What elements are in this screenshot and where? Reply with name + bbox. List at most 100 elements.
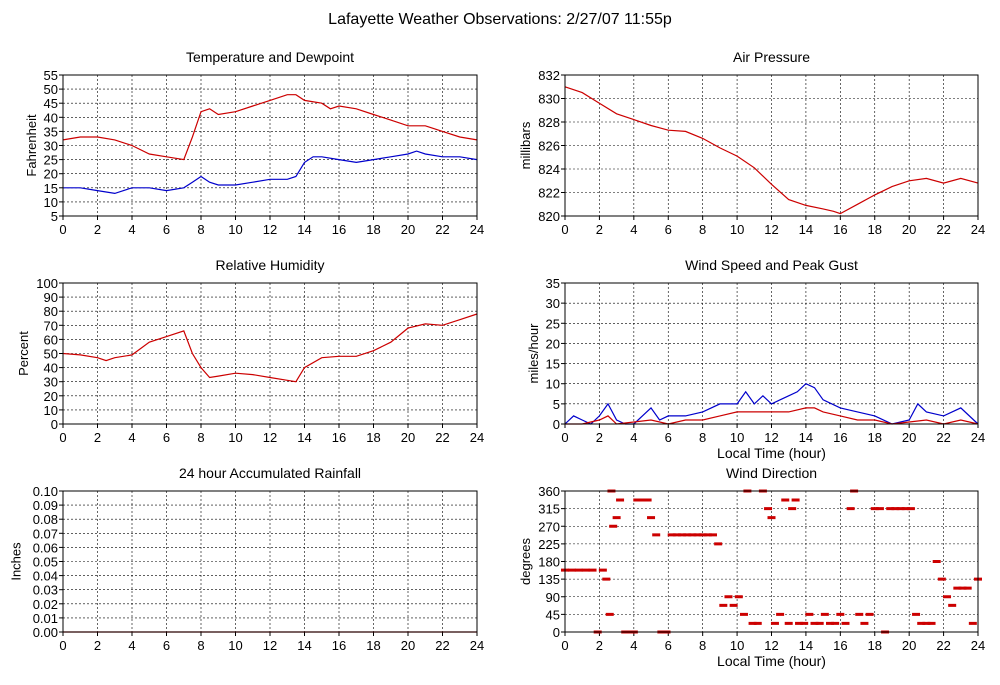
direction-xtick-label: 0 — [561, 638, 568, 653]
temp-xtick-label: 24 — [470, 222, 484, 237]
wind-plot-frame — [564, 282, 979, 425]
pressure-ytick-label: 824 — [538, 162, 560, 177]
rain-ytick-label: 0.03 — [33, 583, 58, 598]
humidity-xtick-label: 6 — [163, 430, 170, 445]
rain-xtick-label: 0 — [59, 638, 66, 653]
wind-ytick-label: 5 — [553, 397, 560, 412]
direction-point — [748, 621, 757, 625]
temp-ytick-label: 40 — [44, 110, 58, 125]
direction-xtick-label: 12 — [764, 638, 778, 653]
direction-point — [791, 498, 800, 502]
temp-series-1-line — [63, 150, 478, 195]
wind-xtick-label: 2 — [596, 430, 603, 445]
direction-ytick-label: 225 — [538, 537, 560, 552]
wind-xtick-label: 12 — [764, 430, 778, 445]
pressure-xtick-label: 20 — [902, 222, 916, 237]
humidity-xtick-label: 8 — [197, 430, 204, 445]
direction-xtick-label: 22 — [936, 638, 950, 653]
direction-point — [875, 507, 884, 511]
rain-xtick-label: 14 — [297, 638, 311, 653]
rain-xtick-label: 16 — [332, 638, 346, 653]
direction-point — [724, 595, 733, 599]
humidity-title: Relative Humidity — [216, 257, 325, 273]
direction-point — [968, 621, 977, 625]
direction-point — [598, 568, 607, 572]
wind-ytick-label: 25 — [546, 316, 560, 331]
direction-point — [753, 621, 762, 625]
temp-ytick-label: 20 — [44, 167, 58, 182]
direction-point — [688, 533, 697, 537]
humidity-ytick-label: 90 — [44, 290, 58, 305]
direction-point — [841, 621, 850, 625]
direction-point — [693, 533, 702, 537]
rain-xtick-label: 24 — [470, 638, 484, 653]
direction-point — [764, 507, 773, 511]
direction-point — [815, 621, 824, 625]
direction-point — [698, 533, 707, 537]
humidity-ytick-label: 50 — [44, 347, 58, 362]
humidity-plot-frame — [62, 282, 478, 425]
pressure-xtick-label: 22 — [936, 222, 950, 237]
direction-xlabel: Local Time (hour) — [717, 653, 826, 669]
direction-ytick-label: 45 — [546, 607, 560, 622]
rain-xtick-label: 20 — [401, 638, 415, 653]
rain-ytick-label: 0.04 — [33, 569, 58, 584]
humidity-xtick-label: 10 — [228, 430, 242, 445]
pressure-ytick-label: 822 — [538, 186, 560, 201]
wind-xtick-label: 6 — [665, 430, 672, 445]
wind-ytick-label: 30 — [546, 296, 560, 311]
direction-xtick-label: 18 — [868, 638, 882, 653]
humidity-ytick-label: 10 — [44, 403, 58, 418]
direction-point — [927, 621, 936, 625]
direction-point — [846, 507, 855, 511]
pressure-title: Air Pressure — [733, 49, 810, 65]
temp-ytick-label: 50 — [44, 82, 58, 97]
pressure-ytick-label: 826 — [538, 139, 560, 154]
wind-xlabel: Local Time (hour) — [717, 445, 826, 461]
pressure-xtick-label: 10 — [730, 222, 744, 237]
rain-xtick-label: 4 — [128, 638, 135, 653]
direction-point — [836, 612, 845, 616]
humidity-ytick-label: 40 — [44, 361, 58, 376]
temp-xtick-label: 0 — [59, 222, 66, 237]
rain-xtick-label: 8 — [197, 638, 204, 653]
direction-point — [612, 516, 621, 520]
direction-point — [912, 612, 921, 616]
direction-point — [638, 498, 647, 502]
temp-xtick-label: 8 — [197, 222, 204, 237]
direction-point — [767, 516, 776, 520]
rain-title: 24 hour Accumulated Rainfall — [179, 465, 361, 481]
wind-ytick-label: 35 — [546, 276, 560, 291]
direction-ylabel: degrees — [518, 538, 533, 585]
pressure-ytick-label: 830 — [538, 92, 560, 107]
temp-xtick-label: 18 — [366, 222, 380, 237]
humidity-series-0-line — [62, 313, 478, 383]
rain-ytick-label: 0.08 — [33, 512, 58, 527]
rain-xtick-label: 22 — [435, 638, 449, 653]
pressure-xtick-label: 8 — [699, 222, 706, 237]
temp-ytick-label: 10 — [44, 195, 58, 210]
rain-xtick-label: 12 — [263, 638, 277, 653]
direction-xtick-label: 20 — [902, 638, 916, 653]
direction-point — [937, 577, 946, 581]
temp-xtick-label: 10 — [228, 222, 242, 237]
direction-point — [667, 533, 676, 537]
direction-ytick-label: 315 — [538, 502, 560, 517]
direction-point — [943, 595, 952, 599]
wind-ytick-label: 15 — [546, 357, 560, 372]
humidity-ytick-label: 0 — [51, 417, 58, 432]
direction-point — [602, 577, 611, 581]
humidity-xtick-label: 18 — [366, 430, 380, 445]
direction-point — [860, 621, 869, 625]
temp-ytick-label: 5 — [51, 209, 58, 224]
rain-ytick-label: 0.09 — [33, 498, 58, 513]
rain-ytick-label: 0.10 — [33, 484, 58, 499]
wind-ylabel: miles/hour — [526, 323, 541, 384]
humidity-xtick-label: 24 — [470, 430, 484, 445]
direction-point — [574, 568, 583, 572]
